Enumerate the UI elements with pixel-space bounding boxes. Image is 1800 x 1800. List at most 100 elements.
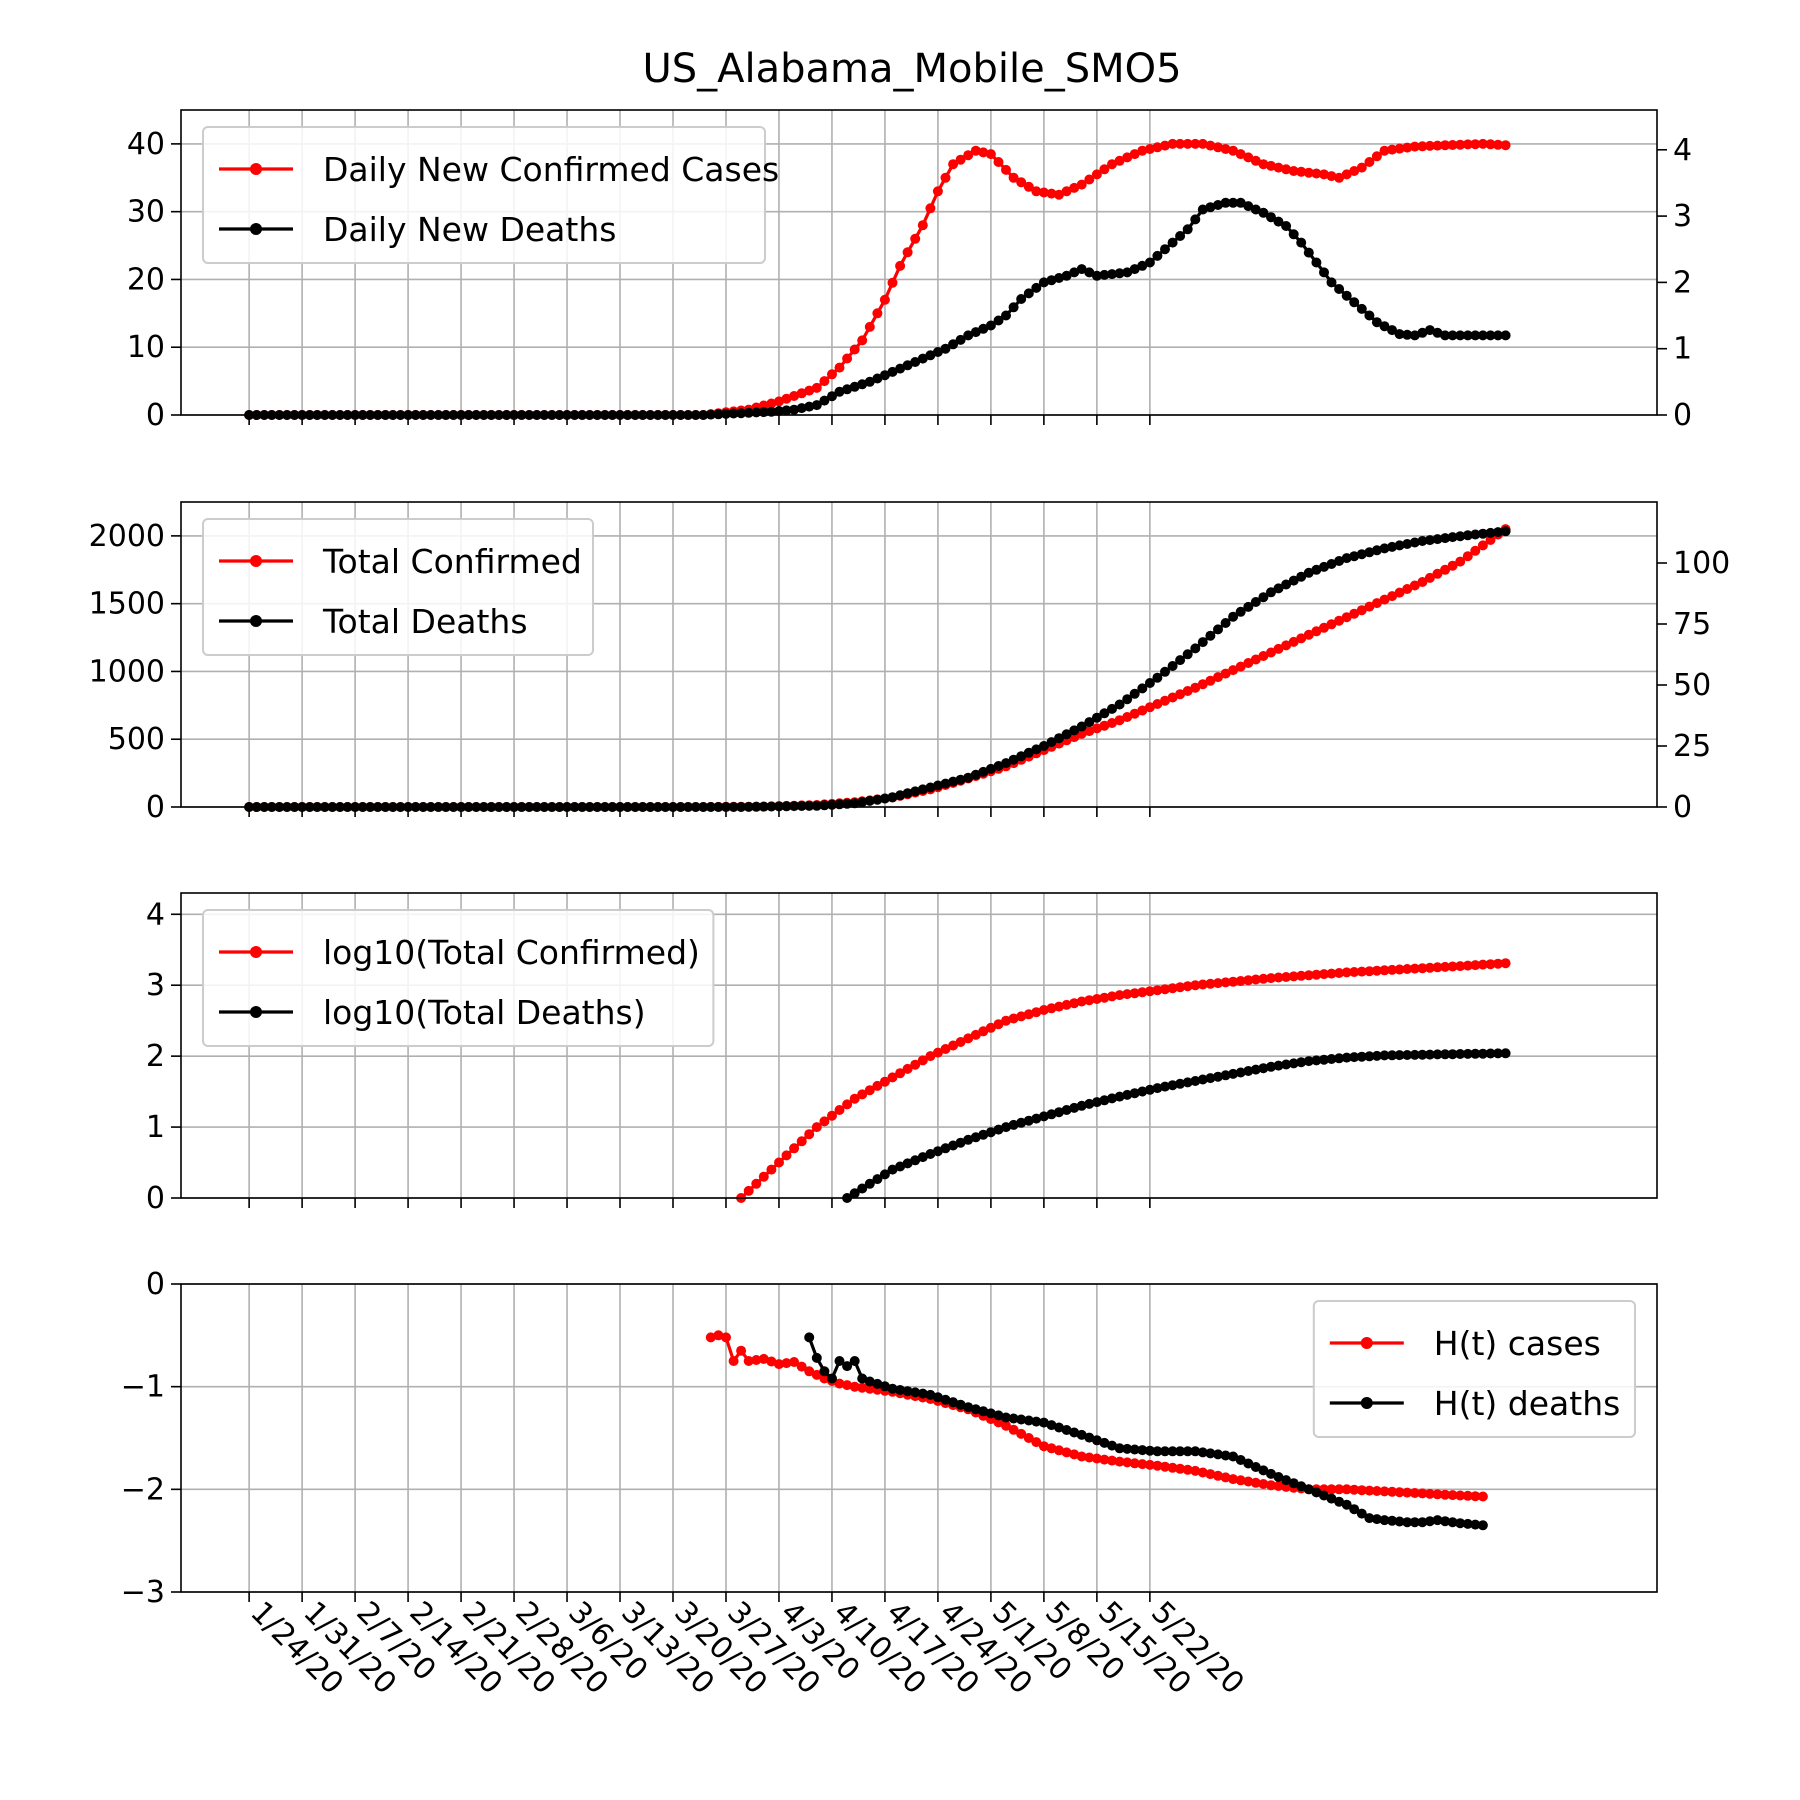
data-point xyxy=(1175,1446,1186,1457)
data-point xyxy=(1485,1048,1496,1059)
data-point xyxy=(796,403,807,414)
data-point xyxy=(872,794,883,805)
data-point xyxy=(789,1357,800,1367)
data-point xyxy=(1455,961,1466,972)
data-point xyxy=(1394,143,1405,154)
data-point xyxy=(1129,264,1140,275)
data-point xyxy=(796,388,807,399)
data-point xyxy=(804,1366,815,1377)
data-point xyxy=(902,247,913,258)
data-point xyxy=(1235,976,1246,986)
data-point xyxy=(857,1373,868,1384)
legend-item: log10(Total Deaths) xyxy=(219,993,646,1032)
data-point xyxy=(895,790,906,801)
data-point xyxy=(1364,1485,1375,1496)
data-point xyxy=(1205,140,1216,151)
data-point xyxy=(1440,330,1451,341)
data-point xyxy=(1228,145,1239,156)
data-point xyxy=(1250,654,1261,665)
data-point xyxy=(879,1076,890,1087)
data-point xyxy=(1424,1049,1435,1060)
data-point xyxy=(1303,247,1314,258)
legend-marker xyxy=(1360,1397,1373,1409)
data-point xyxy=(1281,640,1292,651)
data-point xyxy=(1273,162,1284,173)
data-point xyxy=(1417,1517,1428,1528)
data-point xyxy=(895,260,906,271)
data-point xyxy=(804,401,815,412)
data-point xyxy=(1250,1462,1261,1472)
data-point xyxy=(864,1376,875,1387)
data-point xyxy=(1417,327,1428,338)
data-point xyxy=(1417,141,1428,152)
data-point xyxy=(1296,633,1307,644)
data-point xyxy=(1281,1059,1292,1070)
data-point xyxy=(1440,140,1451,151)
data-point xyxy=(1167,661,1178,671)
data-point xyxy=(1250,1064,1261,1075)
data-point xyxy=(1243,1458,1254,1469)
y-tick-label: 2000 xyxy=(89,519,165,554)
data-point xyxy=(925,350,936,361)
data-point xyxy=(963,330,974,341)
data-point xyxy=(895,363,906,374)
data-point xyxy=(970,1404,981,1415)
data-point xyxy=(948,1040,959,1051)
data-point xyxy=(1341,1052,1352,1063)
data-point xyxy=(1485,535,1496,545)
data-point xyxy=(1319,169,1329,180)
data-point xyxy=(1432,1515,1443,1526)
data-point xyxy=(1371,151,1382,162)
data-point xyxy=(1303,1484,1314,1495)
y-tick-label: 3 xyxy=(146,968,165,1003)
data-point xyxy=(1349,1484,1360,1495)
data-point xyxy=(1440,564,1451,575)
data-point xyxy=(895,1385,906,1395)
data-point xyxy=(864,1178,875,1189)
data-point xyxy=(1152,142,1163,153)
data-point xyxy=(940,1044,951,1054)
y-tick-label: −2 xyxy=(121,1472,165,1507)
data-point xyxy=(1016,751,1027,762)
legend-item: H(t) cases xyxy=(1329,1324,1601,1363)
data-point xyxy=(1175,982,1186,993)
data-point xyxy=(1447,961,1458,972)
data-point xyxy=(917,1152,928,1163)
data-point xyxy=(1107,991,1117,1002)
data-point xyxy=(1394,964,1405,975)
data-point xyxy=(963,1402,974,1413)
y-right-tick-label: 1 xyxy=(1673,332,1692,367)
data-point xyxy=(1167,237,1178,248)
data-point xyxy=(887,792,898,803)
data-point xyxy=(1091,1435,1102,1446)
legend-label: Daily New Deaths xyxy=(323,210,616,249)
data-point xyxy=(1379,965,1390,976)
data-point xyxy=(1144,678,1155,688)
data-point xyxy=(1197,637,1208,648)
data-point xyxy=(1122,1089,1133,1100)
data-point xyxy=(1016,294,1027,304)
data-point xyxy=(1432,327,1443,338)
data-point xyxy=(1273,216,1284,227)
data-point xyxy=(1402,329,1413,340)
data-point xyxy=(1402,142,1413,153)
data-point xyxy=(1409,330,1420,341)
data-point xyxy=(1175,231,1186,241)
data-point xyxy=(796,1361,807,1372)
data-point xyxy=(1500,526,1511,537)
data-point xyxy=(1228,1451,1239,1462)
data-point xyxy=(1213,624,1223,635)
data-point xyxy=(955,334,966,345)
data-point xyxy=(849,1381,860,1392)
legend-label: log10(Total Confirmed) xyxy=(323,933,700,972)
data-point xyxy=(1296,237,1307,248)
data-point xyxy=(1326,171,1337,182)
data-point xyxy=(932,1047,943,1058)
y-tick-label: 0 xyxy=(146,790,165,825)
data-point xyxy=(1341,290,1352,301)
data-point xyxy=(940,172,951,183)
data-point xyxy=(1220,668,1231,679)
data-point xyxy=(1288,971,1299,982)
data-point xyxy=(1258,592,1269,603)
data-point xyxy=(1129,988,1140,999)
